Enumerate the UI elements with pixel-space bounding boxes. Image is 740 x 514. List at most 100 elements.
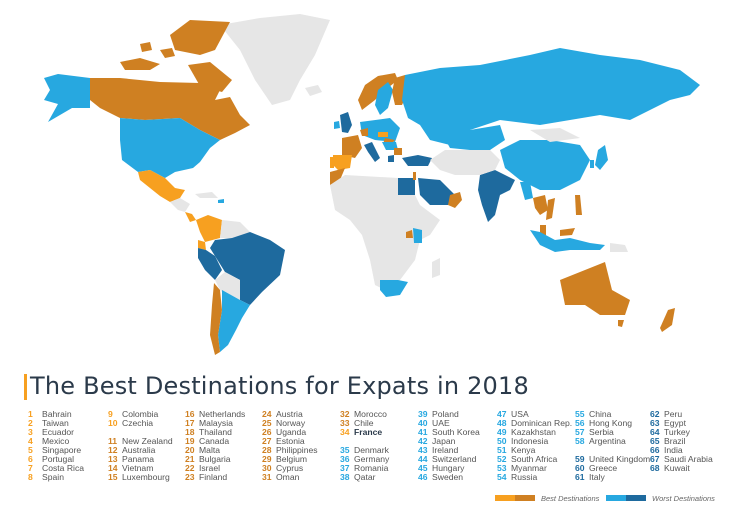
rank-number: 40 bbox=[418, 418, 428, 428]
legend-swatch-worst-dark bbox=[626, 495, 646, 501]
rank-country: China bbox=[589, 409, 612, 419]
rank-country: Cyprus bbox=[276, 463, 304, 473]
rank-number: 60 bbox=[575, 463, 585, 473]
rank-column: 32 Morocco 33 Chile 34 France 35 Denmark 36 Germa… bbox=[340, 410, 389, 482]
rank-column: 1 Bahrain 2 Taiwan 3 Ecuador 4 Mexico 5 Singapore… bbox=[28, 410, 84, 482]
region-vietnam bbox=[546, 198, 555, 220]
rank-country: Morocco bbox=[354, 409, 387, 419]
rank-item: 6 Portugal bbox=[28, 455, 84, 464]
rank-country: Hong Kong bbox=[589, 418, 633, 428]
rank-item: 44 Switzerland bbox=[418, 455, 480, 464]
legend-swatch-worst-light bbox=[606, 495, 626, 501]
rank-number: 47 bbox=[497, 409, 507, 419]
rank-item: 63 Egypt bbox=[650, 419, 713, 428]
rank-item: 20 Malta bbox=[185, 446, 245, 455]
rank-number: 14 bbox=[108, 463, 118, 473]
rank-item: 56 Hong Kong bbox=[575, 419, 650, 428]
rank-country: Kenya bbox=[511, 445, 536, 455]
region-japan bbox=[595, 145, 608, 170]
rank-country: Czechia bbox=[122, 418, 154, 428]
rank-item: 59 United Kingdom bbox=[575, 455, 650, 464]
rank-item: 38 Qatar bbox=[340, 473, 389, 482]
rank-country: Germany bbox=[354, 454, 390, 464]
rank-column: 62 Peru 63 Egypt 64 Turkey 65 Brazil 66 India 67 Sa… bbox=[650, 410, 713, 473]
rank-number: 20 bbox=[185, 445, 195, 455]
rank-item: 65 Brazil bbox=[650, 437, 713, 446]
region-china bbox=[500, 140, 590, 190]
rank-item: 14 Vietnam bbox=[108, 464, 173, 473]
rank-country: Saudi Arabia bbox=[664, 454, 713, 464]
rank-number: 39 bbox=[418, 409, 428, 419]
rank-number: 54 bbox=[497, 472, 507, 482]
rank-country: Romania bbox=[354, 463, 389, 473]
region-kazakhstan bbox=[440, 125, 505, 150]
region-italy bbox=[364, 142, 380, 162]
rank-number: 10 bbox=[108, 418, 118, 428]
rank-country: Ireland bbox=[432, 445, 459, 455]
rank-country: Panama bbox=[122, 454, 155, 464]
rank-number: 1 bbox=[28, 409, 33, 419]
rank-number: 9 bbox=[108, 409, 113, 419]
rank-item: 33 Chile bbox=[340, 419, 389, 428]
region-saudi-arabia bbox=[418, 178, 455, 205]
rank-number: 22 bbox=[185, 463, 195, 473]
rank-country: Dominican Rep. bbox=[511, 418, 573, 428]
rank-number: 67 bbox=[650, 454, 660, 464]
rank-country: Egypt bbox=[664, 418, 686, 428]
rank-item: 8 Spain bbox=[28, 473, 84, 482]
rank-number: 57 bbox=[575, 427, 585, 437]
rank-number: 17 bbox=[185, 418, 195, 428]
rank-country: Colombia bbox=[122, 409, 159, 419]
rank-number: 35 bbox=[340, 445, 350, 455]
region-indonesia bbox=[530, 230, 605, 252]
rank-country: South Africa bbox=[511, 454, 558, 464]
rank-item: 25 Norway bbox=[262, 419, 318, 428]
rank-item: 46 Sweden bbox=[418, 473, 480, 482]
region-brazil bbox=[210, 232, 285, 305]
rank-number: 32 bbox=[340, 409, 350, 419]
rank-number: 68 bbox=[650, 463, 660, 473]
rank-number: 19 bbox=[185, 436, 195, 446]
region-colombia bbox=[196, 215, 222, 242]
rank-country: India bbox=[664, 445, 683, 455]
rank-item: 64 Turkey bbox=[650, 428, 713, 437]
region-usa bbox=[120, 118, 220, 178]
rank-number: 58 bbox=[575, 436, 585, 446]
rank-item: 48 Dominican Rep. bbox=[497, 419, 572, 428]
rank-country: Myanmar bbox=[511, 463, 547, 473]
rank-item: 19 Canada bbox=[185, 437, 245, 446]
region-spain bbox=[333, 155, 352, 170]
rank-number: 55 bbox=[575, 409, 585, 419]
rank-number: 36 bbox=[340, 454, 350, 464]
rank-item: 54 Russia bbox=[497, 473, 572, 482]
rank-item: 43 Ireland bbox=[418, 446, 480, 455]
rank-number: 34 bbox=[340, 427, 350, 437]
rank-country: Thailand bbox=[199, 427, 232, 437]
rank-country: Belgium bbox=[276, 454, 308, 464]
rank-number: 12 bbox=[108, 445, 118, 455]
rank-item: 50 Indonesia bbox=[497, 437, 572, 446]
rank-column: 9 Colombia 10 Czechia 11 New Zealand 12 Austral… bbox=[108, 410, 173, 482]
rank-country: Argentina bbox=[589, 436, 626, 446]
rank-item: 18 Thailand bbox=[185, 428, 245, 437]
legend-swatch-best-light bbox=[495, 495, 515, 501]
region-canada bbox=[90, 78, 250, 140]
region-south-korea bbox=[590, 160, 594, 168]
rank-number: 52 bbox=[497, 454, 507, 464]
rank-item: 51 Kenya bbox=[497, 446, 572, 455]
rank-item: 2 Taiwan bbox=[28, 419, 84, 428]
rank-item: 12 Australia bbox=[108, 446, 173, 455]
region-south-africa bbox=[380, 280, 408, 297]
rank-country: New Zealand bbox=[122, 436, 173, 446]
rank-column: 55 China 56 Hong Kong 57 Serbia 58 Argentina 59 U… bbox=[575, 410, 650, 482]
rank-item: 27 Estonia bbox=[262, 437, 318, 446]
rank-item: 62 Peru bbox=[650, 410, 713, 419]
rank-number: 46 bbox=[418, 472, 428, 482]
rank-item: 47 USA bbox=[497, 410, 572, 419]
region-india bbox=[478, 170, 515, 222]
rank-country: Ecuador bbox=[42, 427, 75, 437]
rank-country: Greece bbox=[589, 463, 618, 473]
rank-number: 2 bbox=[28, 418, 33, 428]
region-russia bbox=[402, 48, 700, 145]
rank-item: 22 Israel bbox=[185, 464, 245, 473]
